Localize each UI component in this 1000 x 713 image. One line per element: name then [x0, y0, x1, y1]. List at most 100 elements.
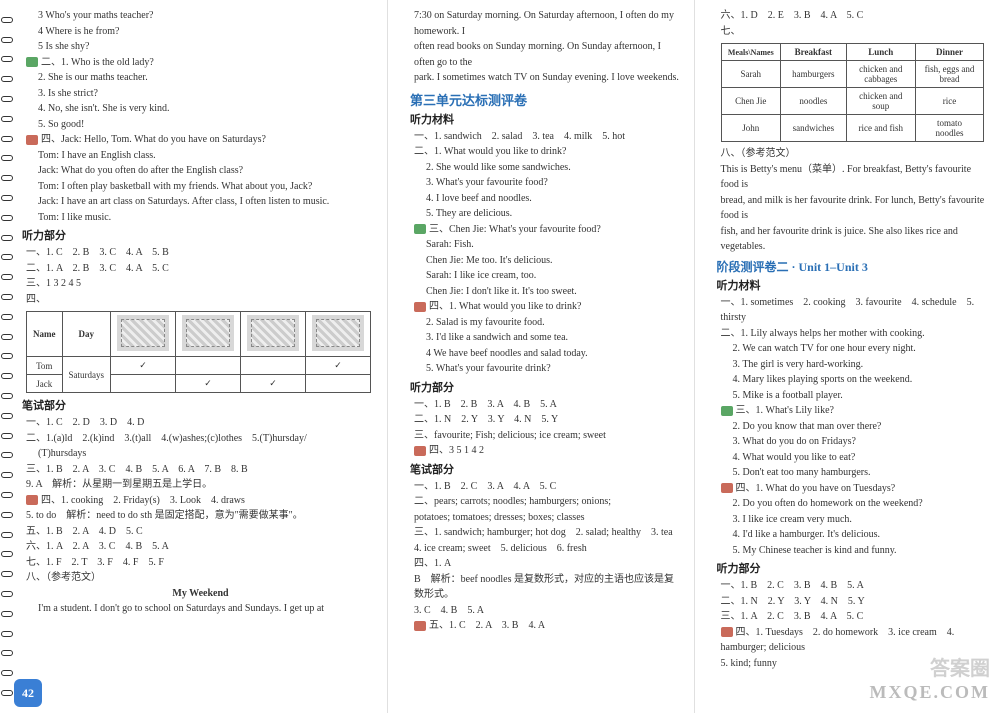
text-line: 四、1. What do you have on Tuesdays? — [713, 481, 989, 497]
writing-heading: 笔试部分 — [22, 397, 375, 413]
table-cell: Chen Jie — [721, 88, 781, 115]
table-header — [111, 312, 176, 357]
text: 三、1. What's Lily like? — [736, 405, 834, 416]
text-line: 4. ice cream; sweet 5. delicious 6. fres… — [406, 541, 682, 557]
text-line: 二、1. N 2. Y 3. Y 4. N 5. Y — [713, 594, 989, 610]
text-line: 5 Is she shy? — [18, 39, 375, 55]
text-line: 3. The girl is very hard-working. — [713, 357, 989, 373]
table-cell: tomato noodles — [916, 115, 984, 142]
text-line: Tom: I like music. — [18, 210, 375, 226]
text-line: 3. C 4. B 5. A — [406, 603, 682, 619]
text-line: 四、1. What would you like to drink? — [406, 299, 682, 315]
table-cell — [241, 357, 306, 375]
text: 四、1. What do you have on Tuesdays? — [736, 483, 896, 494]
text-line: 一、1. B 2. B 3. A 4. B 5. A — [406, 397, 682, 413]
listening-heading: 听力部分 — [410, 379, 682, 395]
table-cell: John — [721, 115, 781, 142]
table-header: Name — [27, 312, 63, 357]
text-line: 9. A 解析：从星期一到星期五是上学日。 — [18, 477, 375, 493]
table-header: Breakfast — [781, 44, 846, 61]
table-header: Day — [62, 312, 111, 357]
text-line: 一、1. B 2. C 3. B 4. B 5. A — [713, 578, 989, 594]
text-line: 2. Salad is my favourite food. — [406, 315, 682, 331]
text-line: potatoes; tomatoes; dresses; boxes; clas… — [406, 510, 682, 526]
activity-table: Name Day Tom Saturdays ✓ ✓ Jack ✓ ✓ — [26, 311, 371, 393]
text-line: 2. We can watch TV for one hour every ni… — [713, 341, 989, 357]
text: 四、1. Tuesdays 2. do homework 3. ice crea… — [721, 627, 955, 654]
text: 五、1. C 2. A 3. B 4. A — [429, 620, 545, 631]
table-row: Name Day — [27, 312, 371, 357]
text-line: Tom: I often play basketball with my fri… — [18, 179, 375, 195]
text-line: 三、1. A 2. C 3. B 4. A 5. C — [713, 609, 989, 625]
text-line: 一、1. B 2. C 3. A 4. A 5. C — [406, 479, 682, 495]
text-line: 四、 — [18, 292, 375, 308]
text-line: 4 Where is he from? — [18, 24, 375, 40]
text-line: 三、1. sandwich; hamburger; hot dog 2. sal… — [406, 525, 682, 541]
text-line: 5. So good! — [18, 117, 375, 133]
watermark-url: MXQE.COM — [870, 682, 990, 703]
text-line: often read books on Sunday morning. On S… — [406, 39, 682, 70]
table-header — [176, 312, 241, 357]
text-line: 六、1. D 2. E 3. B 4. A 5. C — [713, 8, 989, 24]
stage-heading: 阶段测评卷二 · Unit 1–Unit 3 — [717, 258, 989, 275]
section-marker-icon — [26, 495, 38, 505]
essay-title: My Weekend — [18, 586, 375, 602]
table-cell: ✓ — [241, 375, 306, 393]
text-line: 一、1. C 2. B 3. C 4. A 5. B — [18, 245, 375, 261]
text-line: 二、1. What would you like to drink? — [406, 144, 682, 160]
text: 二、1. Who is the old lady? — [41, 57, 154, 68]
section-marker-icon — [414, 621, 426, 631]
ref-heading: 八、（参考范文） — [713, 146, 989, 162]
listening-heading: 听力部分 — [22, 227, 375, 243]
text-line: 4. What would you like to eat? — [713, 450, 989, 466]
essay-body: I'm a student. I don't go to school on S… — [18, 601, 375, 617]
text-line: Chen Jie: I don't like it. It's too swee… — [406, 284, 682, 300]
listening-heading: 听力材料 — [410, 111, 682, 127]
text-line: 3. What do you do on Fridays? — [713, 434, 989, 450]
watermark-logo: 答案圈 — [930, 652, 990, 681]
text-line: 4. No, she isn't. She is very kind. — [18, 101, 375, 117]
text-line: 二、1. N 2. Y 3. Y 4. N 5. Y — [406, 412, 682, 428]
table-cell: fish, eggs and bread — [916, 61, 984, 88]
text-line: 二、1.(a)ld 2.(k)ind 3.(t)all 4.(w)ashes;(… — [18, 431, 375, 447]
column-2: 7:30 on Saturday morning. On Saturday af… — [388, 0, 695, 713]
text-line: 4. Mary likes playing sports on the week… — [713, 372, 989, 388]
text-line: 3 Who's your maths teacher? — [18, 8, 375, 24]
text-line: 四、1. Tuesdays 2. do homework 3. ice crea… — [713, 625, 989, 656]
text: 四、1. cooking 2. Friday(s) 3. Look 4. dra… — [41, 495, 245, 506]
table-cell: rice and fish — [846, 115, 915, 142]
table-cell: Saturdays — [62, 357, 111, 393]
table-header: Lunch — [846, 44, 915, 61]
text-line: This is Betty's menu（菜单）. For breakfast,… — [713, 162, 989, 193]
text-line: 三、favourite; Fish; delicious; ice cream;… — [406, 428, 682, 444]
table-header: Meals\Names — [721, 44, 781, 61]
text-line: 七、1. F 2. T 3. F 4. F 5. F — [18, 555, 375, 571]
text-line: 四、Jack: Hello, Tom. What do you have on … — [18, 132, 375, 148]
text-line: 六、1. A 2. A 3. C 4. B 5. A — [18, 539, 375, 555]
text-line: 3. I'd like a sandwich and some tea. — [406, 330, 682, 346]
text-line: 2. Do you often do homework on the weeke… — [713, 496, 989, 512]
text-line: 三、Chen Jie: What's your favourite food? — [406, 222, 682, 238]
section-marker-icon — [414, 446, 426, 456]
text-line: 五、1. C 2. A 3. B 4. A — [406, 618, 682, 634]
writing-heading: 笔试部分 — [410, 461, 682, 477]
table-row: Sarah hamburgers chicken and cabbages fi… — [721, 61, 984, 88]
table-row: John sandwiches rice and fish tomato noo… — [721, 115, 984, 142]
text-line: 2. Do you know that man over there? — [713, 419, 989, 435]
column-1: 3 Who's your maths teacher? 4 Where is h… — [0, 0, 388, 713]
text-line: 4. I'd like a hamburger. It's delicious. — [713, 527, 989, 543]
text-line: 5. Mike is a football player. — [713, 388, 989, 404]
illustration-icon — [182, 315, 234, 351]
section-marker-icon — [26, 57, 38, 67]
text-line: 5. to do 解析：need to do sth 是固定搭配，意为"需要做某… — [18, 508, 375, 524]
text-line: 一、1. C 2. D 3. D 4. D — [18, 415, 375, 431]
text-line: 3. I like ice cream very much. — [713, 512, 989, 528]
text-line: 5. My Chinese teacher is kind and funny. — [713, 543, 989, 559]
text-line: 2. She is our maths teacher. — [18, 70, 375, 86]
text-line: 二、1. A 2. B 3. C 4. A 5. C — [18, 261, 375, 277]
table-cell: Sarah — [721, 61, 781, 88]
text-line: Sarah: Fish. — [406, 237, 682, 253]
table-cell: ✓ — [176, 375, 241, 393]
text-line: 3. Is she strict? — [18, 86, 375, 102]
text-line: Jack: I have an art class on Saturdays. … — [18, 194, 375, 210]
